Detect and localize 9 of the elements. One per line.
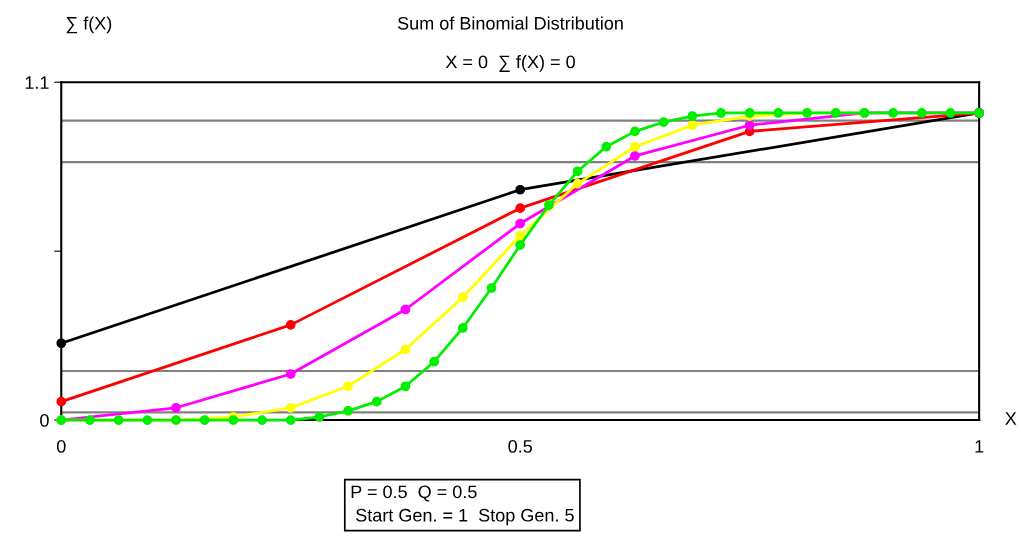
- chart-subtitle: X = 0 ∑ f(X) = 0: [445, 55, 575, 72]
- x-tick-label: 0: [56, 439, 66, 453]
- y-axis-title: ∑ f(X): [66, 16, 112, 34]
- x-tick-label: 0.5: [508, 439, 532, 453]
- chart-title: Sum of Binomial Distribution: [397, 16, 623, 30]
- y-tick-label: 1.1: [25, 76, 49, 89]
- x-tick-label: 1: [975, 440, 984, 453]
- text: P = 0.5 Q = 0.5 Start Gen. = 1 Stop Gen. 5: [351, 485, 574, 526]
- x-axis-title: X: [1005, 412, 1017, 425]
